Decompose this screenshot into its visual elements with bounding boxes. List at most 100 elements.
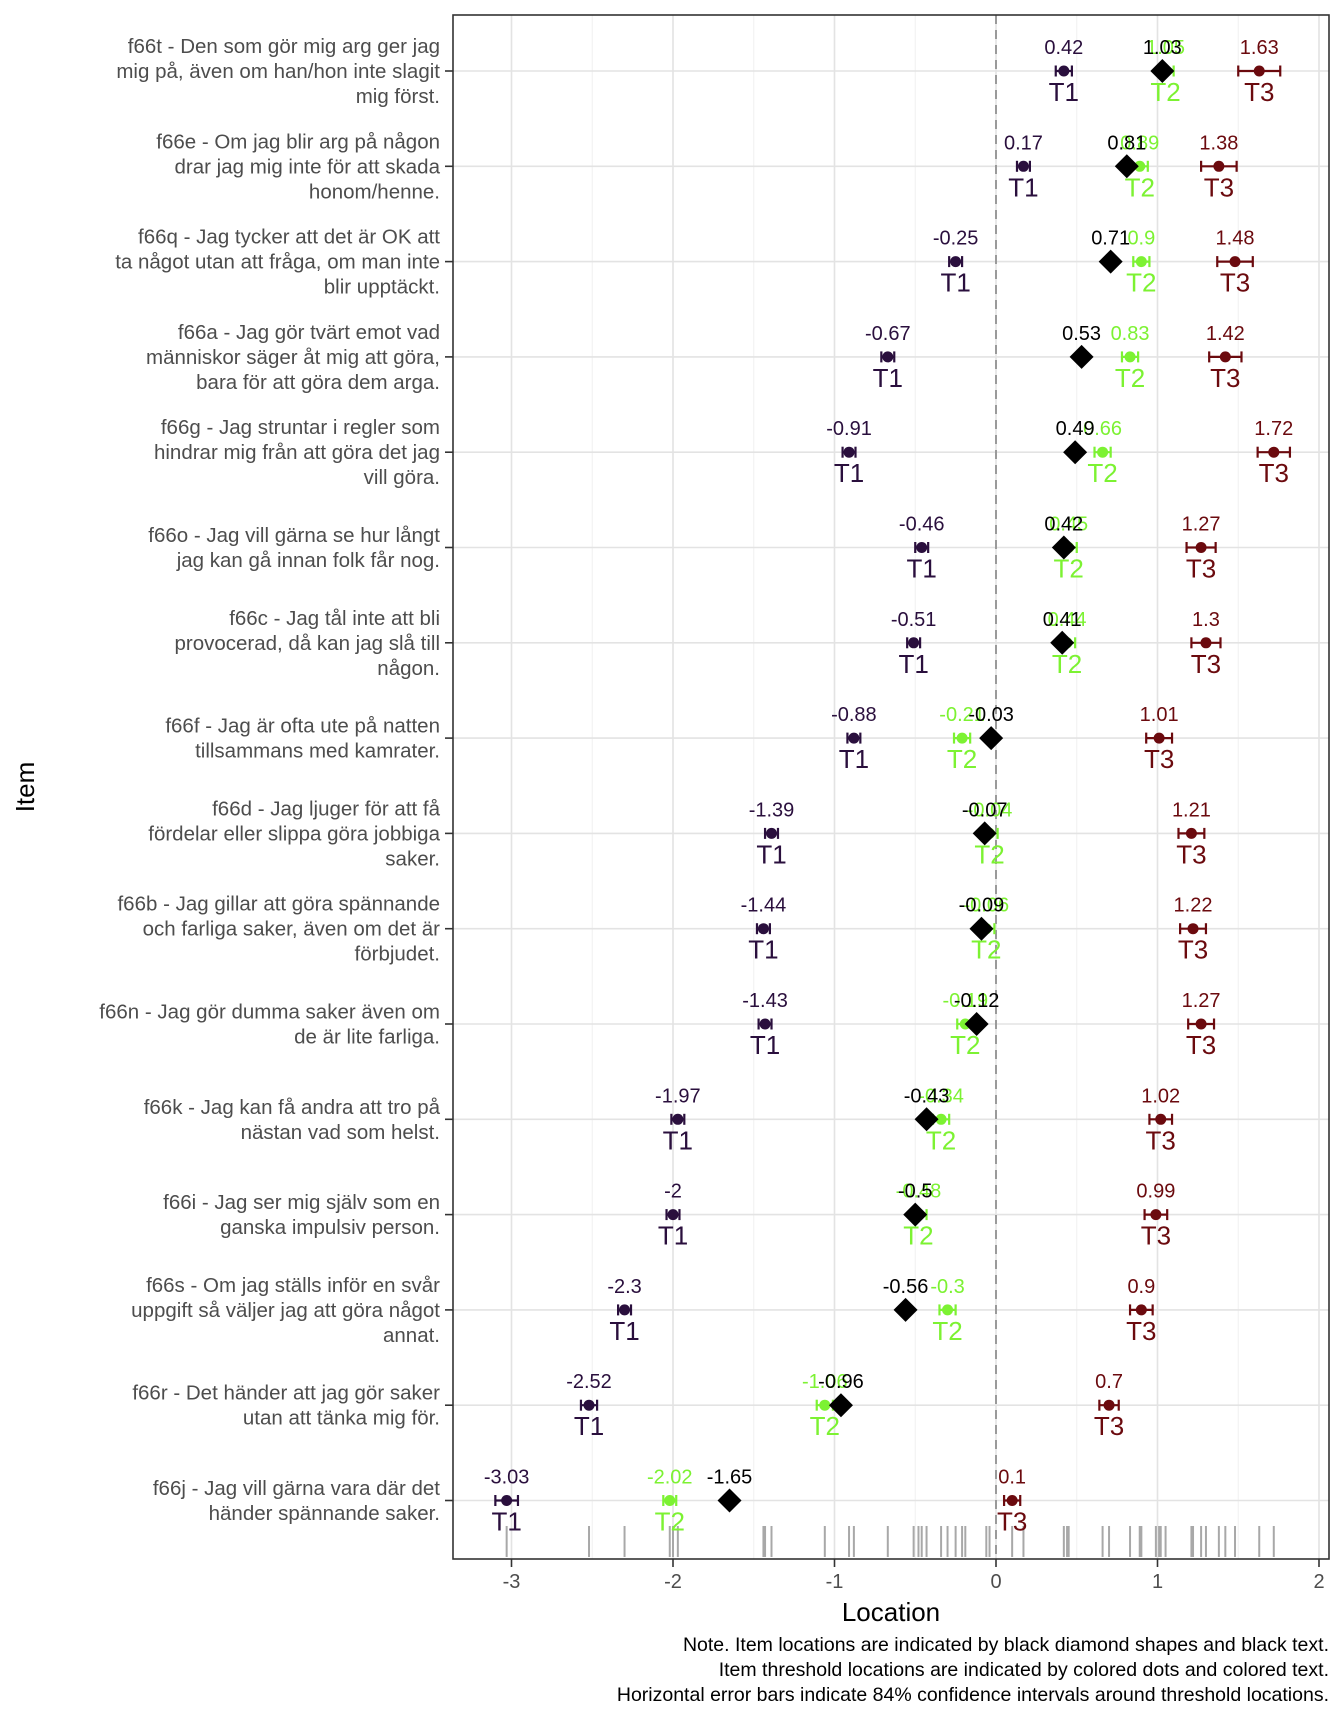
threshold-name-label: T2 bbox=[655, 1507, 685, 1537]
threshold-name-label: T2 bbox=[1126, 268, 1156, 298]
item-location-diamond bbox=[893, 1297, 918, 1322]
note-line-2: Item threshold locations are indicated b… bbox=[718, 1659, 1329, 1681]
item-location-diamond bbox=[1063, 440, 1088, 465]
threshold-value-label: 0.45 bbox=[1049, 514, 1088, 536]
item-location-diamond bbox=[1114, 154, 1139, 179]
threshold-value-label: -0.88 bbox=[831, 704, 877, 726]
threshold-value-label: 1.22 bbox=[1174, 895, 1213, 917]
threshold-name-label: T1 bbox=[574, 1411, 604, 1441]
item-location-label: 0.42 bbox=[1044, 514, 1083, 536]
threshold-point bbox=[935, 1113, 947, 1125]
threshold-point bbox=[950, 256, 962, 268]
threshold-point bbox=[843, 446, 855, 458]
item-label: jag kan gå innan folk får nog. bbox=[176, 549, 440, 572]
threshold-value-label: -0.21 bbox=[939, 704, 985, 726]
item-location-diamond bbox=[1069, 344, 1094, 369]
threshold-name-label: T1 bbox=[609, 1316, 639, 1346]
item-label: f66b - Jag gillar att göra spännande bbox=[117, 893, 440, 916]
item-label: f66s - Om jag ställs inför en svår bbox=[146, 1274, 440, 1297]
item-location-label: 0.49 bbox=[1056, 418, 1095, 440]
item-label: blir upptäckt. bbox=[324, 276, 440, 299]
threshold-value-label: 0.17 bbox=[1004, 132, 1043, 154]
threshold-name-label: T2 bbox=[810, 1411, 840, 1441]
item-location-label: -0.12 bbox=[954, 990, 1000, 1012]
threshold-name-label: T1 bbox=[658, 1221, 688, 1251]
threshold-value-label: -2.02 bbox=[647, 1467, 693, 1489]
threshold-name-label: T1 bbox=[873, 363, 903, 393]
threshold-point bbox=[1219, 351, 1231, 363]
item-label: drar jag mig inte för att skada bbox=[175, 155, 441, 178]
item-label: f66t - Den som gör mig arg ger jag bbox=[128, 35, 440, 58]
threshold-name-label: T2 bbox=[903, 1221, 933, 1251]
threshold-name-label: T1 bbox=[907, 554, 937, 584]
item-label: hindrar mig från att göra det jag bbox=[154, 441, 440, 464]
item-label: annat. bbox=[383, 1324, 440, 1347]
threshold-value-label: -0.19 bbox=[943, 990, 989, 1012]
threshold-point bbox=[757, 923, 769, 935]
threshold-value-label: -1.39 bbox=[749, 799, 795, 821]
threshold-name-label: T3 bbox=[1141, 1221, 1171, 1251]
item-location-diamond bbox=[972, 821, 997, 846]
item-location-label: 1.03 bbox=[1143, 37, 1182, 59]
item-location-diamond bbox=[1050, 630, 1075, 655]
threshold-name-label: T3 bbox=[1220, 268, 1250, 298]
item-location-label: -0.03 bbox=[968, 704, 1014, 726]
threshold-point bbox=[1213, 160, 1225, 172]
item-label: bara för att göra dem arga. bbox=[196, 371, 440, 394]
item-label: saker. bbox=[385, 847, 440, 870]
threshold-value-label: 1.63 bbox=[1240, 37, 1279, 59]
item-location-diamond bbox=[969, 916, 994, 941]
item-label: f66j - Jag vill gärna vara där det bbox=[153, 1477, 440, 1500]
x-axis-title: Location bbox=[842, 1597, 940, 1627]
threshold-value-label: 1.21 bbox=[1172, 799, 1211, 821]
threshold-name-label: T2 bbox=[1052, 649, 1082, 679]
threshold-point bbox=[1134, 160, 1146, 172]
y-axis-title: Item bbox=[10, 762, 40, 813]
item-location-diamond bbox=[903, 1202, 928, 1227]
threshold-point bbox=[908, 637, 920, 649]
item-location-label: 0.41 bbox=[1043, 609, 1082, 631]
threshold-value-label: 1.38 bbox=[1199, 132, 1238, 154]
item-label: mig på, även om han/hon inte slagit bbox=[116, 60, 440, 83]
threshold-value-label: -2.52 bbox=[566, 1371, 612, 1393]
item-label: och farliga saker, även om det är bbox=[143, 918, 441, 941]
threshold-name-label: T1 bbox=[1049, 77, 1079, 107]
threshold-value-label: 1.42 bbox=[1206, 323, 1245, 345]
threshold-name-label: T1 bbox=[663, 1125, 693, 1155]
threshold-point bbox=[916, 542, 928, 553]
threshold-name-label: T3 bbox=[1186, 554, 1216, 584]
threshold-name-label: T1 bbox=[1008, 172, 1038, 202]
item-location-label: 0.53 bbox=[1062, 323, 1101, 345]
threshold-value-label: 1.48 bbox=[1216, 228, 1255, 250]
threshold-value-label: -1.97 bbox=[655, 1085, 701, 1107]
item-location-label: 0.81 bbox=[1107, 132, 1146, 154]
threshold-value-label: -0.04 bbox=[967, 799, 1013, 821]
threshold-value-label: 0.7 bbox=[1095, 1371, 1123, 1393]
threshold-point bbox=[667, 1209, 679, 1221]
item-location-label: -0.09 bbox=[959, 895, 1005, 917]
item-location-diamond bbox=[964, 1012, 989, 1036]
threshold-point bbox=[501, 1495, 513, 1506]
item-location-diamond bbox=[979, 726, 1004, 751]
item-label: någon. bbox=[377, 657, 440, 680]
note-line-3: Horizontal error bars indicate 84% confi… bbox=[616, 1684, 1329, 1706]
threshold-point bbox=[1103, 1399, 1115, 1411]
threshold-value-label: 0.9 bbox=[1127, 228, 1155, 250]
threshold-name-label: T3 bbox=[1204, 172, 1234, 202]
plot-border bbox=[452, 14, 1330, 1560]
threshold-name-label: T1 bbox=[748, 935, 778, 965]
x-tick-label: -1 bbox=[826, 1571, 844, 1593]
item-label: f66g - Jag struntar i regler som bbox=[161, 416, 440, 439]
item-label: mig först. bbox=[356, 85, 440, 108]
threshold-name-label: T2 bbox=[926, 1125, 956, 1155]
threshold-name-label: T2 bbox=[1054, 554, 1084, 584]
item-label: f66f - Jag är ofta ute på natten bbox=[165, 715, 440, 738]
threshold-point bbox=[1195, 1018, 1207, 1030]
threshold-value-label: 0.89 bbox=[1120, 132, 1159, 154]
threshold-point bbox=[956, 732, 968, 744]
threshold-value-label: 1.27 bbox=[1182, 990, 1221, 1012]
threshold-value-label: -2.3 bbox=[607, 1276, 641, 1298]
threshold-value-label: 1.3 bbox=[1192, 609, 1220, 631]
threshold-value-label: -1.06 bbox=[802, 1371, 848, 1393]
